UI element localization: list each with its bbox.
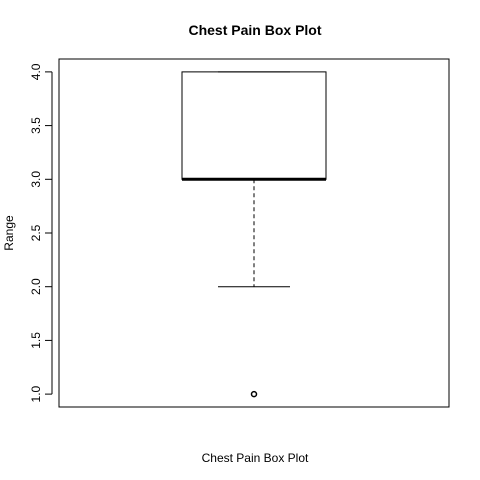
x-axis-label: Chest Pain Box Plot <box>202 451 309 465</box>
y-tick-label: 3.0 <box>29 171 43 188</box>
box-iqr <box>181 71 327 180</box>
y-axis: 1.0 1.5 2.0 2.5 3.0 3.5 4.0 <box>29 63 53 402</box>
chart-title: Chest Pain Box Plot <box>188 22 321 38</box>
y-tick-label: 2.0 <box>29 278 43 295</box>
plot-frame <box>58 58 450 408</box>
y-tick-label: 1.5 <box>29 332 43 349</box>
box-group <box>181 71 327 398</box>
box-0 <box>181 71 327 398</box>
y-axis-label: Range <box>2 215 16 251</box>
y-tick-label: 2.5 <box>29 224 43 241</box>
y-tick-label: 3.5 <box>29 117 43 134</box>
y-tick-label: 1.0 <box>29 385 43 402</box>
y-tick-label: 4.0 <box>29 63 43 80</box>
outlier-point <box>250 390 258 398</box>
